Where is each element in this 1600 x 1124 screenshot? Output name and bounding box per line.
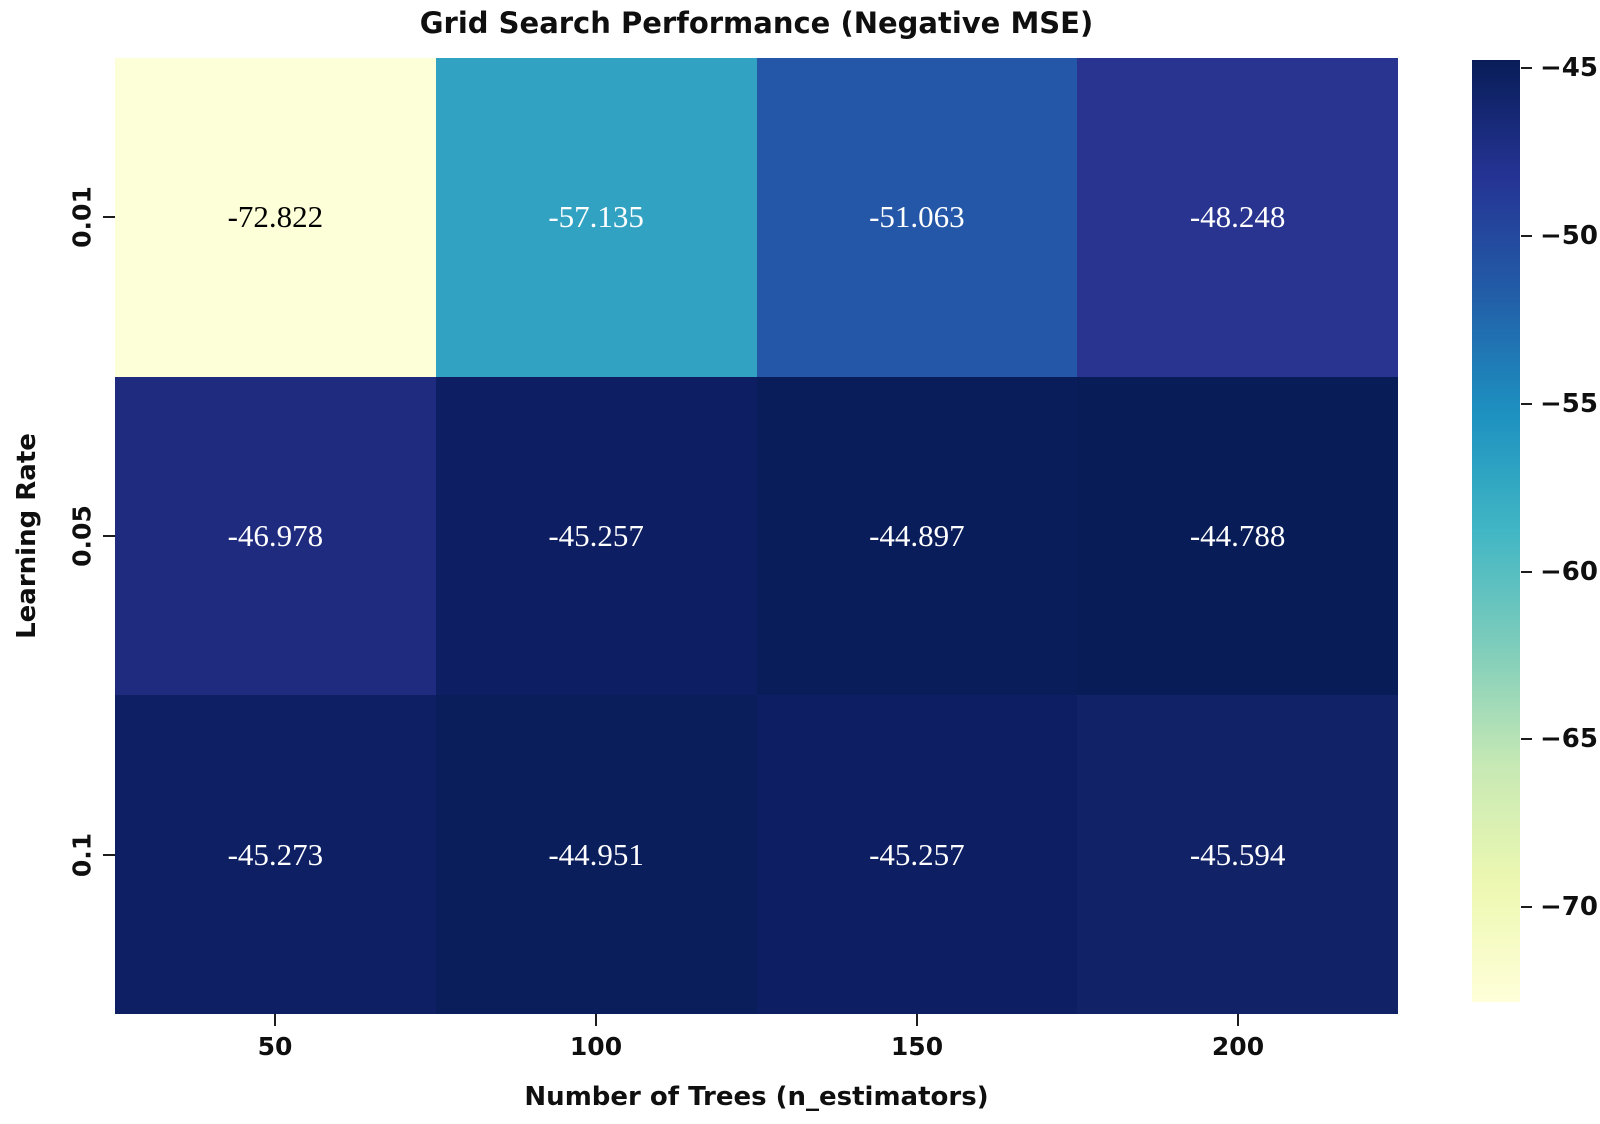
y-tick-mark	[103, 216, 115, 218]
heatmap-cell: -46.978	[115, 376, 436, 696]
x-axis-label: Number of Trees (n_estimators)	[524, 1082, 989, 1112]
colorbar-tick-mark	[1521, 906, 1532, 908]
colorbar-tick-label: −55	[1540, 389, 1598, 419]
heatmap-cell: -72.822	[115, 58, 436, 377]
x-tick-mark	[1237, 1014, 1239, 1026]
heatmap-cell: -51.063	[756, 58, 1078, 377]
y-axis-label: Learning Rate	[12, 433, 42, 639]
chart-title: Grid Search Performance (Negative MSE)	[419, 6, 1094, 40]
heatmap-cell: -48.248	[1077, 58, 1398, 377]
colorbar-tick-label: −70	[1540, 892, 1598, 922]
heatmap-cell: -44.897	[756, 376, 1078, 696]
colorbar-tick-mark	[1521, 235, 1532, 237]
y-tick-label: 0.1	[67, 832, 97, 878]
x-tick-mark	[916, 1014, 918, 1026]
colorbar-tick-label: −60	[1540, 557, 1598, 587]
x-tick-label: 150	[890, 1032, 944, 1061]
y-tick-mark	[103, 535, 115, 537]
heatmap-grid: -72.822 -57.135 -51.063 -48.248 -46.978 …	[115, 58, 1398, 1014]
heatmap-cell: -45.273	[115, 695, 436, 1014]
colorbar-tick-label: −65	[1540, 724, 1598, 754]
colorbar-gradient	[1472, 60, 1520, 1002]
x-tick-label: 50	[257, 1032, 293, 1061]
colorbar-tick-label: −50	[1540, 221, 1598, 251]
heatmap-cell: -44.788	[1077, 376, 1398, 696]
x-tick-label: 100	[569, 1032, 623, 1061]
colorbar-tick-mark	[1521, 738, 1532, 740]
y-tick-label: 0.05	[67, 505, 97, 567]
heatmap-cell: -45.594	[1077, 695, 1398, 1014]
colorbar-tick-label: −45	[1540, 53, 1598, 83]
heatmap-cell: -45.257	[435, 376, 757, 696]
heatmap-cell: -44.951	[435, 695, 757, 1014]
heatmap-cell: -57.135	[435, 58, 757, 377]
x-tick-label: 200	[1211, 1032, 1265, 1061]
colorbar-tick-mark	[1521, 403, 1532, 405]
y-tick-label: 0.01	[67, 186, 97, 248]
y-tick-mark	[103, 854, 115, 856]
heatmap-cell: -45.257	[756, 695, 1078, 1014]
x-tick-mark	[595, 1014, 597, 1026]
x-tick-mark	[274, 1014, 276, 1026]
colorbar-tick-mark	[1521, 67, 1532, 69]
colorbar-tick-mark	[1521, 571, 1532, 573]
